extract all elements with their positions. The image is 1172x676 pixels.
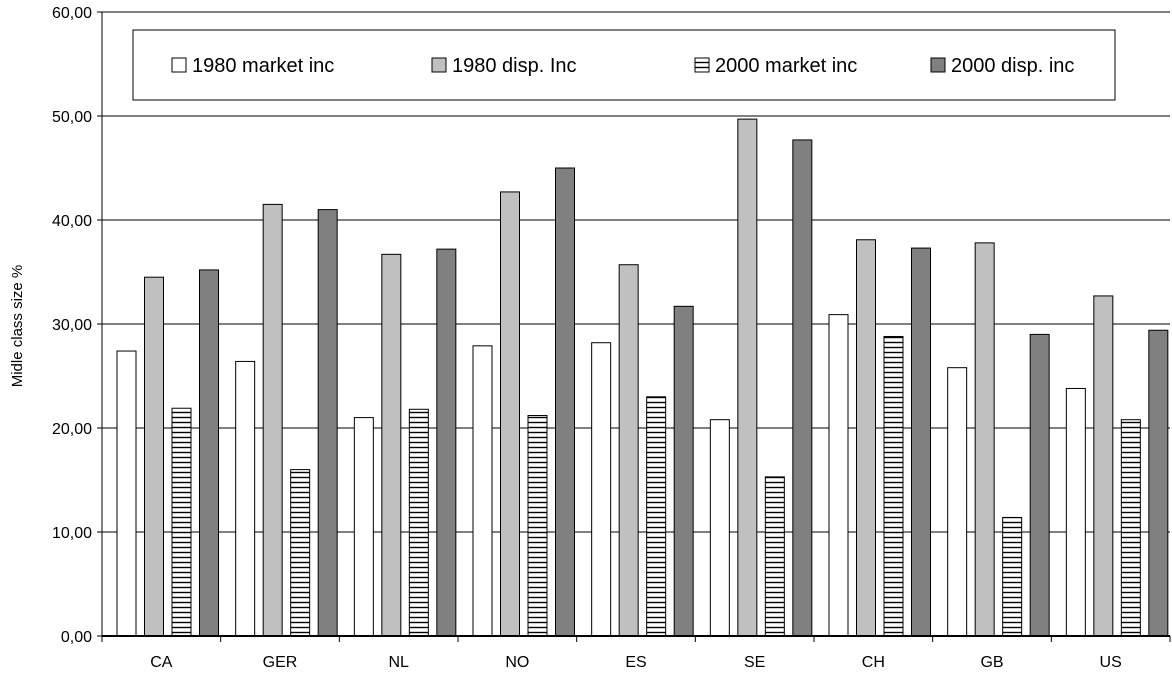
- bar-es-series-4: [673, 305, 694, 637]
- bars-group: [116, 118, 1169, 637]
- bar-gb-series-2: [974, 242, 995, 637]
- bar-se-series-4: [792, 139, 813, 637]
- bar-ch-series-3: [883, 335, 904, 637]
- bar-es-series-1: [591, 342, 612, 637]
- bar-se-series-1: [709, 419, 730, 637]
- x-tick-label: GER: [263, 654, 298, 671]
- y-tick-label: 10,00: [52, 525, 92, 542]
- bar-no-series-3: [527, 415, 548, 637]
- legend-swatch: [694, 57, 710, 73]
- bar-us-series-4: [1148, 329, 1169, 637]
- bar-ca-series-3: [171, 407, 192, 637]
- bar-ger-series-2: [262, 203, 283, 637]
- bar-es-series-2: [618, 264, 639, 637]
- bar-ch-series-1: [828, 314, 849, 637]
- bar-nl-series-1: [353, 417, 374, 637]
- bar-ca-series-1: [116, 350, 137, 637]
- y-tick-label: 60,00: [52, 5, 92, 22]
- bar-es-series-3: [646, 396, 667, 637]
- bar-no-series-4: [555, 167, 575, 637]
- bar-ger-series-4: [317, 209, 338, 637]
- bar-no-series-1: [472, 345, 493, 637]
- bar-ger-series-3: [290, 469, 311, 637]
- bar-gb-series-4: [1029, 333, 1050, 637]
- x-tick-label: ES: [625, 654, 646, 671]
- x-tick-labels: CA GER NL NO ES SE CH GB US: [150, 654, 1122, 671]
- y-tick-label: 50,00: [52, 109, 92, 126]
- bar-gb-series-1: [947, 367, 968, 637]
- bar-se-series-3: [764, 476, 785, 637]
- bar-ch-series-4: [911, 247, 931, 637]
- bar-nl-series-3: [408, 408, 429, 637]
- legend-swatch: [431, 57, 447, 73]
- x-tick-label: GB: [980, 654, 1003, 671]
- legend-label: 2000 market inc: [715, 55, 857, 77]
- bar-gb-series-3: [1002, 516, 1023, 637]
- legend-box: [132, 29, 1116, 101]
- x-tick-label: US: [1100, 654, 1122, 671]
- y-tick-label: 30,00: [52, 317, 92, 334]
- bar-us-series-2: [1093, 295, 1114, 637]
- y-tick-label: 0,00: [61, 629, 92, 646]
- bar-no-series-2: [500, 191, 520, 637]
- x-tick-label: CA: [150, 654, 173, 671]
- y-tick-label: 20,00: [52, 421, 92, 438]
- y-axis-label: Midle class size %: [9, 265, 26, 388]
- bar-se-series-2: [737, 118, 758, 637]
- bar-ca-series-4: [199, 269, 219, 637]
- y-tick-label: 40,00: [52, 213, 92, 230]
- y-tick-labels: 0,00 10,00 20,00 30,00 40,00 50,00 60,00: [52, 5, 92, 646]
- x-tick-label: CH: [862, 654, 885, 671]
- x-tick-label: NO: [505, 654, 529, 671]
- bar-ch-series-2: [856, 239, 876, 637]
- legend-swatch: [930, 57, 946, 73]
- bar-us-series-3: [1120, 419, 1141, 637]
- legend-label: 1980 disp. Inc: [452, 55, 577, 77]
- x-tick-label: NL: [388, 654, 409, 671]
- bar-ca-series-2: [144, 276, 164, 637]
- bar-nl-series-4: [436, 248, 457, 637]
- legend-swatch: [171, 57, 187, 73]
- x-tick-label: SE: [744, 654, 765, 671]
- legend: 1980 market inc 1980 disp. Inc 2000 market…: [132, 29, 1116, 101]
- legend-label: 2000 disp. inc: [951, 55, 1074, 77]
- legend-label: 1980 market inc: [192, 55, 334, 77]
- bar-nl-series-2: [381, 253, 402, 637]
- bar-ger-series-1: [235, 360, 256, 637]
- bar-us-series-1: [1065, 387, 1086, 637]
- axes: [97, 11, 1171, 642]
